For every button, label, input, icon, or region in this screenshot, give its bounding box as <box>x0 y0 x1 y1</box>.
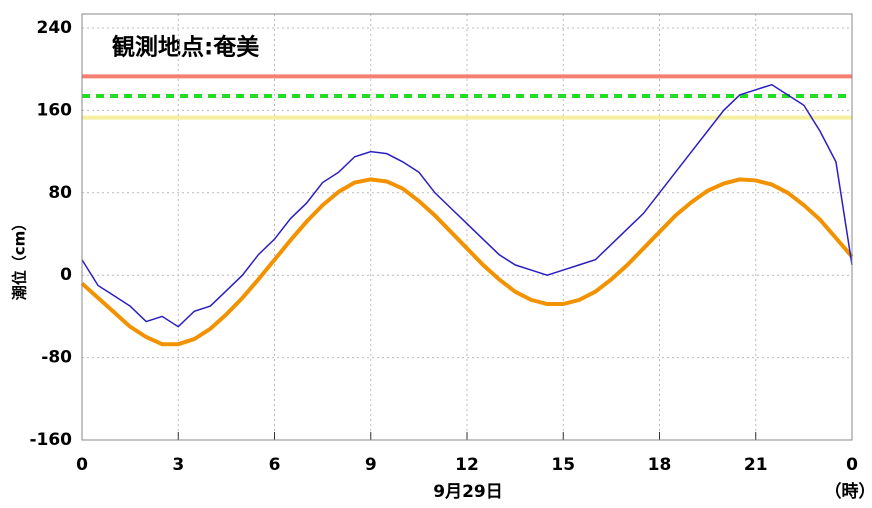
y-tick-label: 0 <box>60 265 72 285</box>
y-tick-label: 160 <box>37 100 73 120</box>
y-tick-label: 240 <box>37 18 73 38</box>
y-tick-label: -160 <box>29 430 72 450</box>
x-tick-label: 3 <box>172 455 184 475</box>
y-axis-label: 潮位（cm） <box>11 216 29 301</box>
x-tick-label: 12 <box>455 455 479 475</box>
x-axis-label: 9月29日 <box>433 482 503 502</box>
x-tick-label: 6 <box>269 455 281 475</box>
y-tick-label: -80 <box>41 348 72 368</box>
x-tick-label: 0 <box>76 455 88 475</box>
x-tick-label: 21 <box>744 455 768 475</box>
x-tick-label: 15 <box>551 455 575 475</box>
x-tick-label: 0 <box>846 455 858 475</box>
x-tick-label: 18 <box>648 455 672 475</box>
y-tick-label: 80 <box>48 183 72 203</box>
x-axis-unit: （時） <box>825 481 872 502</box>
chart-title: 観測地点:奄美 <box>112 34 259 61</box>
x-tick-label: 9 <box>365 455 377 475</box>
